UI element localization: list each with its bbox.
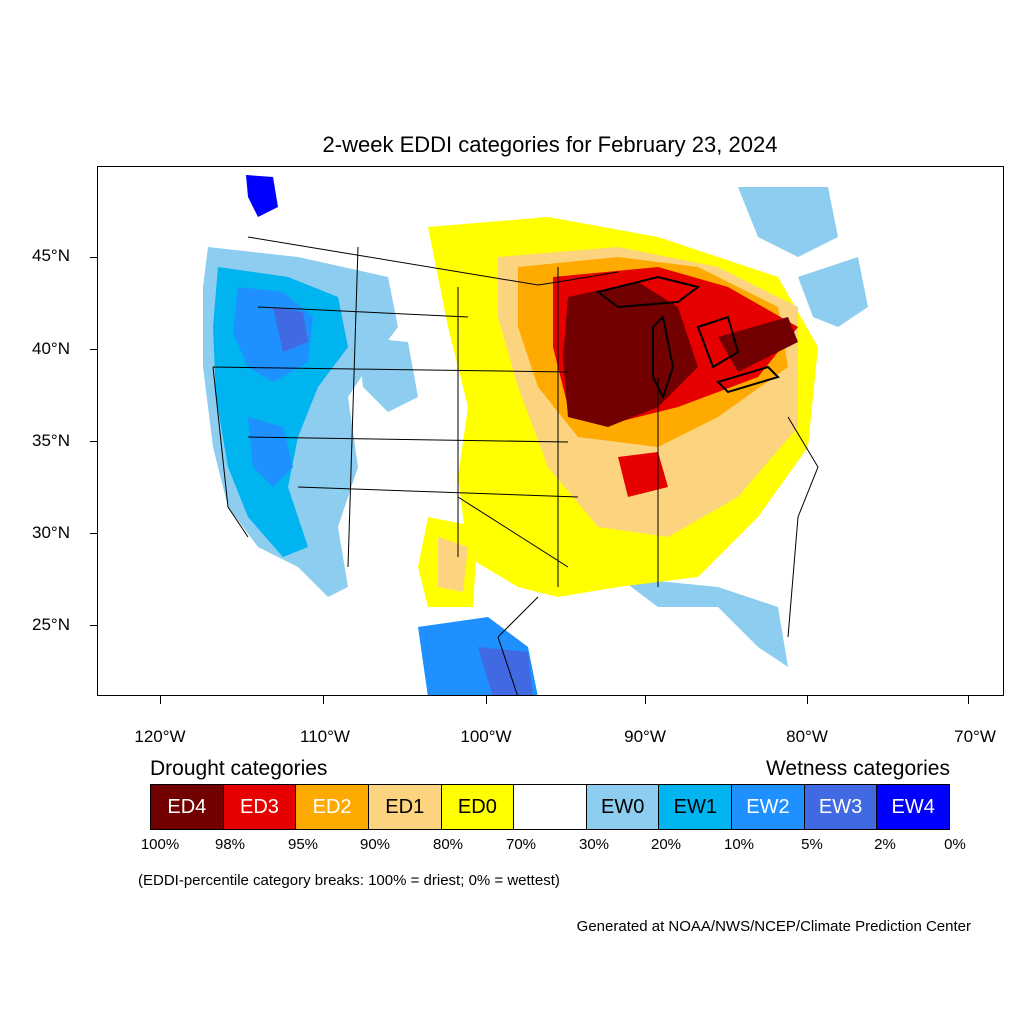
break-label: 5% (801, 836, 823, 853)
lon-tick-70 (968, 696, 969, 704)
legend-label-ew1: EW1 (673, 795, 717, 818)
lon-tick-90 (645, 696, 646, 704)
lat-label-40: 40°N (32, 339, 70, 358)
lon-label-80: 80°W (786, 727, 828, 746)
us-canada-border (247, 236, 619, 286)
lon-label-70: 70°W (954, 727, 996, 746)
lon-tick-110 (323, 696, 324, 704)
lake-michigan (652, 314, 675, 400)
ew0-southeast (618, 577, 788, 667)
legend-swatch-neutral (514, 785, 587, 829)
break-label: 90% (359, 836, 391, 853)
lat-label-45: 45°N (32, 246, 70, 265)
credit-text: Generated at NOAA/NWS/NCEP/Climate Predi… (576, 918, 971, 935)
break-label: 10% (723, 836, 755, 853)
lon-tick-100 (486, 696, 487, 704)
lat-tick-25 (90, 625, 97, 626)
break-label: 95% (287, 836, 319, 853)
break-label: 100% (140, 836, 180, 853)
break-label: 20% (650, 836, 682, 853)
legend-swatch-ew3: EW3 (804, 785, 878, 829)
lat-label-35: 35°N (32, 431, 70, 450)
legend-swatch-ed3: ED3 (223, 785, 297, 829)
ew0-northeast (798, 257, 868, 327)
coastline (212, 366, 819, 695)
legend-swatch-ed4: ED4 (151, 785, 224, 829)
break-label: 2% (874, 836, 896, 853)
ew0-rockies (358, 337, 418, 412)
ew0-canada-east (738, 187, 838, 257)
legend-label-ed1: ED1 (385, 795, 425, 818)
lake-superior (595, 275, 701, 309)
lat-label-25: 25°N (32, 615, 70, 634)
lon-label-110: 110°W (300, 727, 350, 746)
ew4-wa (246, 175, 278, 217)
legend-swatch-ed0: ED0 (441, 785, 515, 829)
legend-swatch-ed1: ED1 (368, 785, 442, 829)
boundaries (212, 236, 819, 695)
legend-swatch-ew0: EW0 (586, 785, 660, 829)
lake-huron (696, 315, 740, 369)
lat-tick-40 (90, 349, 97, 350)
lat-tick-30 (90, 533, 97, 534)
lat-tick-35 (90, 441, 97, 442)
ew2-sierra (248, 417, 293, 487)
lon-tick-120 (160, 696, 161, 704)
lon-label-90: 90°W (624, 727, 666, 746)
break-label: 70% (505, 836, 537, 853)
legend-label-ed0: ED0 (457, 795, 497, 818)
legend-label-ew4: EW4 (891, 795, 935, 818)
ew3-idaho (273, 307, 308, 352)
category-breaks-note: (EDDI-percentile category breaks: 100% =… (138, 872, 560, 889)
legend-label-ew2: EW2 (746, 795, 790, 818)
drought-heading: Drought categories (150, 757, 328, 780)
legend-colorbar: ED4 ED3 ED2 ED1 ED0 EW0 EW1 EW2 EW3 EW4 (150, 784, 950, 830)
wetness-heading: Wetness categories (765, 757, 950, 780)
ed4-lakeerie (718, 317, 798, 372)
break-label: 0% (944, 836, 966, 853)
state-lines (212, 246, 659, 587)
lat-tick-45 (90, 257, 97, 258)
eddi-map (97, 166, 1004, 696)
legend-label-ed2: ED2 (312, 795, 352, 818)
ed1-texas (438, 537, 468, 592)
legend-swatch-ew4: EW4 (877, 785, 950, 829)
lat-label-30: 30°N (32, 523, 70, 542)
break-label: 80% (432, 836, 464, 853)
ew3-texas (478, 647, 533, 695)
lon-tick-80 (807, 696, 808, 704)
legend-label-ed4: ED4 (167, 795, 207, 818)
legend-swatch-ew2: EW2 (732, 785, 805, 829)
break-label: 98% (214, 836, 246, 853)
legend-label-ed3: ED3 (240, 795, 279, 818)
break-label: 30% (578, 836, 610, 853)
legend-label-ew3: EW3 (818, 795, 863, 818)
legend-swatch-ew1: EW1 (659, 785, 733, 829)
lake-erie (716, 365, 780, 394)
ed3-south (618, 452, 668, 497)
map-title: 2-week EDDI categories for February 23, … (322, 132, 778, 157)
legend-label-ew0: EW0 (600, 795, 645, 818)
lon-label-100: 100°W (460, 727, 512, 746)
map-canvas (198, 175, 898, 695)
legend-swatch-ed2: ED2 (296, 785, 369, 829)
lon-label-120: 120°W (134, 727, 186, 746)
